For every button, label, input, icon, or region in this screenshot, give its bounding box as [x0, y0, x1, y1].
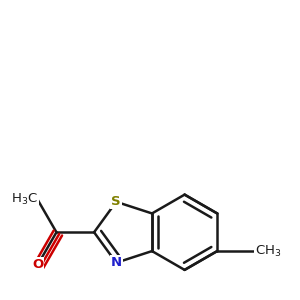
Text: H$_3$C: H$_3$C: [11, 192, 38, 207]
Text: O: O: [32, 258, 43, 272]
Text: N: N: [111, 256, 122, 269]
Text: S: S: [111, 195, 121, 208]
Text: CH$_3$: CH$_3$: [255, 244, 281, 259]
